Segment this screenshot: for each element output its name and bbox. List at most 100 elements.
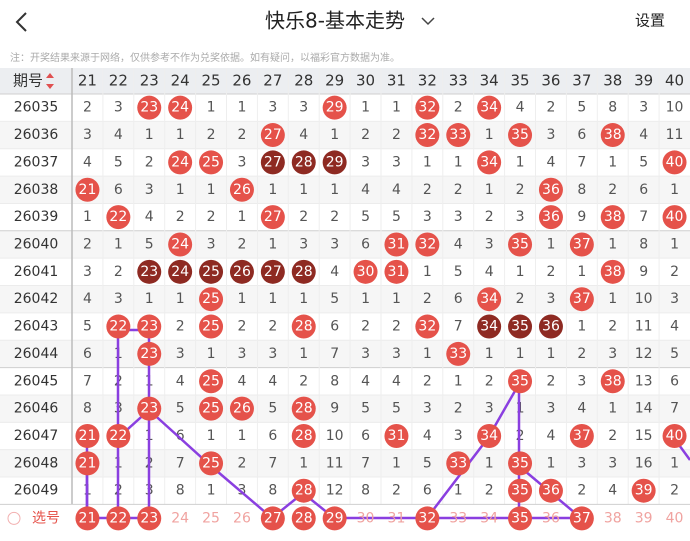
back-button[interactable] [15,12,27,32]
miss-count: 11 [326,455,344,471]
miss-count: 1 [454,154,463,170]
selected-ball[interactable] [137,506,162,531]
selected-ball[interactable] [569,506,594,531]
number-ball [508,232,533,257]
ball-number: 36 [542,319,560,335]
selected-ball[interactable] [415,506,440,531]
miss-count: 4 [454,236,463,252]
ball-number: 25 [202,319,220,335]
select-number[interactable]: 39 [635,510,653,526]
number-ball [477,424,502,448]
miss-count: 3 [546,401,555,417]
row-bg [0,477,690,505]
number-ball [106,205,131,230]
miss-count: 3 [670,291,679,307]
ball-number: 37 [573,291,591,307]
selected-ball[interactable] [260,506,285,531]
selected-ball[interactable] [508,506,533,531]
miss-count: 3 [361,154,370,170]
select-number[interactable]: 28 [295,510,313,526]
select-number[interactable]: 37 [573,510,591,526]
miss-count: 2 [176,209,185,225]
miss-count: 7 [330,346,339,362]
row-bg [0,203,690,231]
miss-count: 1 [268,182,277,198]
ball-number: 27 [264,209,282,225]
number-ball [446,451,471,476]
miss-count: 4 [670,319,679,335]
miss-count: 3 [423,401,432,417]
miss-count: 1 [392,100,401,116]
miss-count: 5 [145,236,154,252]
ball-number: 28 [295,154,313,170]
column-header: 21 [78,72,97,90]
miss-count: 16 [635,455,653,471]
miss-count: 5 [454,264,463,280]
selected-ball[interactable] [291,506,316,531]
number-ball [229,259,254,284]
miss-count: 2 [207,209,216,225]
select-number[interactable]: 27 [264,510,282,526]
select-number[interactable]: 23 [140,510,158,526]
select-number[interactable]: 21 [79,510,97,526]
number-ball [291,314,316,339]
ball-number: 38 [604,373,622,389]
select-number[interactable]: 25 [202,510,220,526]
miss-count: 5 [423,455,432,471]
select-number[interactable]: 32 [418,510,436,526]
select-number[interactable]: 29 [326,510,344,526]
select-number[interactable]: 30 [357,510,375,526]
select-number[interactable]: 33 [449,510,467,526]
notice: 注：开奖结果来源于网络，仅供参考不作为兑奖依据。如有疑问，以福彩官方数据为准。 [10,51,400,64]
number-ball [600,205,625,230]
ball-number: 40 [666,154,684,170]
ball-number: 29 [326,154,344,170]
dropdown-icon[interactable] [421,17,435,26]
column-header: 27 [263,72,282,90]
select-number[interactable]: 26 [233,510,251,526]
select-number[interactable]: 36 [542,510,560,526]
page-title[interactable]: 快乐8-基本走势 [265,9,405,33]
row-bg [0,258,690,286]
ball-number: 22 [109,319,127,335]
select-number[interactable]: 31 [388,510,406,526]
header-row [0,68,690,94]
miss-count: 1 [546,455,555,471]
ball-number: 26 [233,264,251,280]
column-header: 22 [109,72,128,90]
ball-number: 34 [480,428,498,444]
select-number[interactable]: 35 [511,510,529,526]
ball-number: 32 [418,319,436,335]
issue-number: 26045 [14,373,59,389]
issue-number: 26043 [14,319,59,335]
miss-count: 1 [237,291,246,307]
miss-count: 2 [454,100,463,116]
miss-count: 1 [485,455,494,471]
number-ball [569,232,594,257]
miss-count: 1 [423,346,432,362]
miss-count: 4 [392,182,401,198]
number-ball [199,287,224,312]
number-ball [75,451,100,476]
selected-ball[interactable] [322,506,347,531]
miss-count: 2 [577,346,586,362]
select-number[interactable]: 40 [666,510,684,526]
miss-count: 2 [608,182,617,198]
ball-number: 28 [295,483,313,499]
settings-button[interactable]: 设置 [635,12,665,30]
column-header: 30 [356,72,375,90]
select-number[interactable]: 38 [604,510,622,526]
miss-count: 4 [299,127,308,143]
number-ball [137,341,162,366]
number-ball [322,95,347,120]
selected-ball[interactable] [75,506,100,531]
miss-count: 3 [237,154,246,170]
selected-ball[interactable] [106,506,131,531]
row-bg [0,367,690,395]
select-number[interactable]: 24 [171,510,189,526]
miss-count: 14 [635,401,653,417]
number-ball [508,478,533,503]
select-number[interactable]: 22 [109,510,127,526]
select-number[interactable]: 34 [480,510,498,526]
miss-count: 1 [299,291,308,307]
